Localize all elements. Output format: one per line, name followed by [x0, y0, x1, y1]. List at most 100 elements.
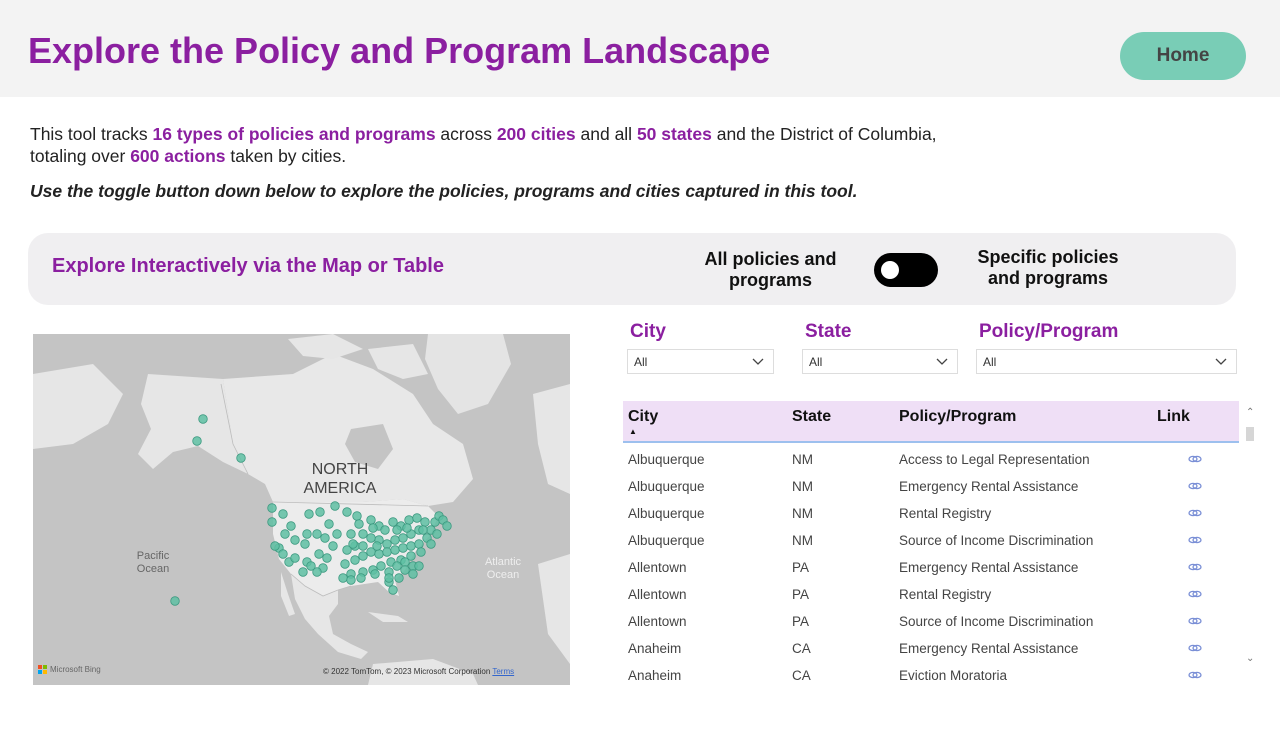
city-marker[interactable] [332, 529, 342, 539]
view-toggle[interactable] [874, 253, 938, 287]
city-marker[interactable] [330, 501, 340, 511]
city-marker[interactable] [342, 507, 352, 517]
city-marker[interactable] [346, 529, 356, 539]
table-scrollbar[interactable]: ⌃ ⌄ [1243, 401, 1257, 686]
city-marker[interactable] [270, 541, 280, 551]
city-marker[interactable] [267, 503, 277, 513]
city-marker[interactable] [278, 549, 288, 559]
city-marker[interactable] [346, 575, 356, 585]
city-marker[interactable] [406, 551, 416, 561]
state-dropdown[interactable]: All [802, 349, 958, 374]
city-marker[interactable] [382, 547, 392, 557]
link-icon[interactable] [1188, 452, 1202, 469]
city-marker[interactable] [426, 539, 436, 549]
city-marker[interactable] [302, 529, 312, 539]
map-view[interactable]: NORTH AMERICA Pacific Ocean Atlantic Oce… [33, 334, 570, 685]
city-marker[interactable] [398, 533, 408, 543]
city-marker[interactable] [340, 559, 350, 569]
scroll-thumb[interactable] [1246, 427, 1254, 441]
city-marker[interactable] [372, 541, 382, 551]
city-marker[interactable] [312, 567, 322, 577]
city-marker[interactable] [420, 517, 430, 527]
policy-dropdown[interactable]: All [976, 349, 1237, 374]
city-marker[interactable] [400, 557, 410, 567]
city-marker[interactable] [414, 539, 424, 549]
city-marker[interactable] [388, 585, 398, 595]
city-markers[interactable] [170, 414, 452, 606]
city-marker[interactable] [304, 509, 314, 519]
city-marker[interactable] [348, 539, 358, 549]
city-marker[interactable] [398, 543, 408, 553]
city-marker[interactable] [314, 549, 324, 559]
link-icon[interactable] [1188, 614, 1202, 631]
city-marker[interactable] [418, 525, 428, 535]
city-marker[interactable] [392, 525, 402, 535]
city-dropdown[interactable]: All [627, 349, 774, 374]
city-marker[interactable] [300, 539, 310, 549]
city-marker[interactable] [366, 533, 376, 543]
city-marker[interactable] [390, 535, 400, 545]
city-marker[interactable] [312, 529, 322, 539]
city-marker[interactable] [286, 521, 296, 531]
city-marker[interactable] [306, 561, 316, 571]
city-marker[interactable] [358, 541, 368, 551]
city-marker[interactable] [402, 523, 412, 533]
city-marker[interactable] [352, 511, 362, 521]
city-marker[interactable] [408, 569, 418, 579]
city-marker[interactable] [324, 519, 334, 529]
city-marker[interactable] [322, 553, 332, 563]
link-icon[interactable] [1188, 506, 1202, 523]
city-marker[interactable] [290, 535, 300, 545]
link-icon[interactable] [1188, 668, 1202, 685]
city-marker[interactable] [370, 569, 380, 579]
city-marker[interactable] [394, 573, 404, 583]
column-header-link[interactable]: Link [1157, 408, 1190, 425]
scroll-up-icon[interactable]: ⌃ [1246, 407, 1255, 418]
city-marker[interactable] [328, 541, 338, 551]
city-marker[interactable] [384, 573, 394, 583]
city-marker[interactable] [404, 515, 414, 525]
city-marker[interactable] [400, 565, 410, 575]
city-marker[interactable] [170, 596, 180, 606]
city-marker[interactable] [192, 436, 202, 446]
city-marker[interactable] [298, 567, 308, 577]
city-marker[interactable] [342, 545, 352, 555]
city-marker[interactable] [354, 519, 364, 529]
map-terms-link[interactable]: Terms [492, 667, 515, 676]
city-marker[interactable] [380, 525, 390, 535]
city-marker[interactable] [320, 533, 330, 543]
city-marker[interactable] [442, 521, 452, 531]
city-marker[interactable] [414, 561, 424, 571]
column-header-policy[interactable]: Policy/Program [899, 408, 1017, 425]
city-marker[interactable] [432, 529, 442, 539]
city-marker[interactable] [368, 523, 378, 533]
city-marker[interactable] [358, 551, 368, 561]
city-marker[interactable] [267, 517, 277, 527]
city-marker[interactable] [358, 529, 368, 539]
city-marker[interactable] [236, 453, 246, 463]
city-marker[interactable] [338, 573, 348, 583]
link-icon[interactable] [1188, 533, 1202, 550]
link-icon[interactable] [1188, 560, 1202, 577]
city-marker[interactable] [382, 539, 392, 549]
city-marker[interactable] [350, 555, 360, 565]
city-marker[interactable] [412, 513, 422, 523]
city-marker[interactable] [278, 509, 288, 519]
scroll-down-icon[interactable]: ⌄ [1246, 653, 1255, 664]
column-header-city[interactable]: City [628, 408, 659, 425]
city-marker[interactable] [366, 515, 376, 525]
city-marker[interactable] [280, 529, 290, 539]
city-marker[interactable] [315, 507, 325, 517]
city-marker[interactable] [388, 517, 398, 527]
sort-ascending-icon[interactable]: ▲ [629, 427, 637, 436]
city-marker[interactable] [374, 549, 384, 559]
city-marker[interactable] [392, 561, 402, 571]
city-marker[interactable] [376, 561, 386, 571]
city-marker[interactable] [198, 414, 208, 424]
city-marker[interactable] [356, 573, 366, 583]
column-header-state[interactable]: State [792, 408, 832, 425]
city-marker[interactable] [406, 541, 416, 551]
link-icon[interactable] [1188, 641, 1202, 658]
city-marker[interactable] [390, 545, 400, 555]
city-marker[interactable] [290, 553, 300, 563]
